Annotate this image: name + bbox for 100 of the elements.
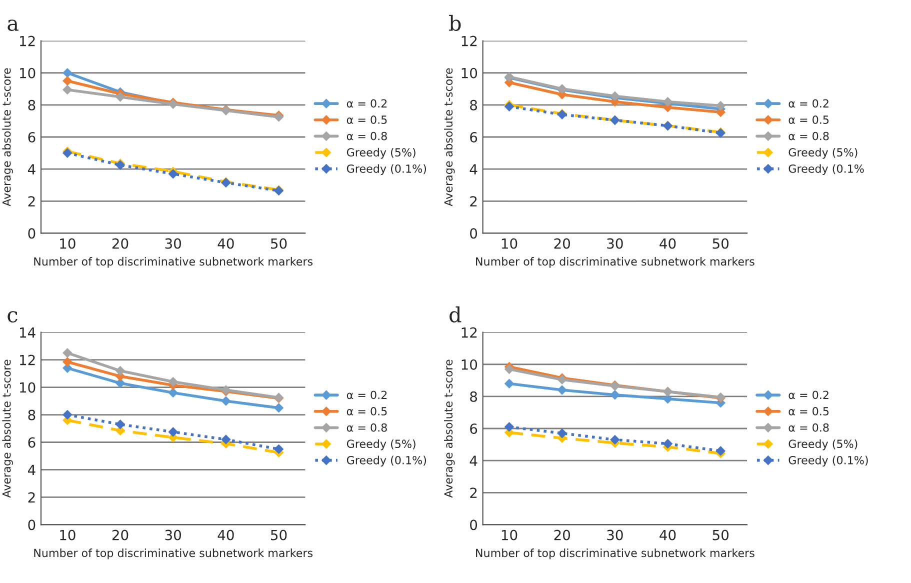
- point: [716, 446, 726, 456]
- x-tick-label: 10: [60, 238, 76, 249]
- x-tick-label: 10: [502, 238, 518, 249]
- y-axis-title: Average absolute t-score: [444, 68, 455, 206]
- y-axis-title: Average absolute t-score: [2, 360, 13, 498]
- x-tick-label: 40: [660, 238, 676, 249]
- x-tick-label: 20: [554, 530, 570, 540]
- y-axis-title: Average absolute t-score: [2, 68, 13, 206]
- y-tick-label: 4: [470, 456, 478, 466]
- legend-label: Greedy (5%): [346, 439, 416, 450]
- y-tick-label: 4: [470, 164, 478, 174]
- point: [62, 410, 72, 420]
- point: [662, 438, 673, 449]
- x-tick-label: 50: [712, 530, 729, 540]
- chart-title: b: [449, 14, 461, 31]
- point: [62, 356, 72, 367]
- x-tick-label: 10: [502, 530, 518, 540]
- point: [716, 100, 726, 111]
- x-tick-label: 40: [660, 530, 676, 540]
- legend-label: α = 0.2: [788, 99, 828, 108]
- legend-label: α = 0.8: [346, 132, 387, 140]
- point: [168, 376, 178, 387]
- legend-label: Greedy (0.1%): [346, 164, 426, 175]
- legend-label: Greedy (5%): [346, 148, 416, 159]
- legend-label: Greedy (5%): [788, 439, 858, 450]
- y-tick-label: 4: [28, 164, 36, 174]
- y-axis-title: Average absolute t-score: [444, 360, 455, 498]
- y-tick-label: 2: [28, 492, 35, 502]
- x-tick-label: 30: [607, 238, 623, 249]
- x-tick-label: 30: [165, 238, 182, 249]
- point: [504, 422, 514, 432]
- chart-title: a: [8, 20, 18, 31]
- legend-label: α = 0.8: [346, 423, 387, 432]
- x-axis-title: Number of top discriminative subnetwork markers: [34, 257, 313, 268]
- y-tick-label: 0: [470, 520, 478, 530]
- y-tick-label: 10: [462, 68, 478, 78]
- point: [115, 92, 126, 102]
- legend-label: Greedy (0.1%: [788, 164, 864, 175]
- x-tick-label: 20: [112, 530, 128, 540]
- x-tick-label: 20: [554, 238, 570, 249]
- y-tick-label: 14: [20, 327, 36, 338]
- x-tick-label: 50: [271, 238, 287, 249]
- y-tick-label: 10: [20, 382, 36, 393]
- y-tick-label: 2: [470, 196, 477, 206]
- legend-label: α = 0.2: [346, 390, 387, 400]
- legend-label: α = 0.5: [346, 407, 387, 416]
- y-tick-label: 6: [28, 132, 36, 142]
- point: [62, 84, 72, 95]
- x-tick-label: 40: [218, 238, 234, 249]
- y-tick-label: 12: [462, 327, 477, 338]
- y-tick-label: 8: [28, 410, 36, 420]
- legend-label: α = 0.5: [346, 116, 387, 124]
- y-tick-label: 2: [470, 488, 477, 498]
- y-tick-label: 10: [462, 359, 478, 370]
- point: [274, 444, 284, 454]
- point: [610, 434, 620, 445]
- y-tick-label: 8: [470, 100, 478, 110]
- y-tick-label: 6: [28, 437, 36, 448]
- point: [610, 390, 620, 400]
- point: [168, 388, 178, 398]
- x-axis-title: Number of top discriminative subnetwork markers: [476, 548, 754, 560]
- point: [62, 348, 72, 358]
- y-tick-label: 2: [28, 196, 35, 206]
- legend-label: Greedy (0.1%): [788, 456, 868, 466]
- chart-title: d: [450, 306, 462, 322]
- y-tick-label: 6: [470, 423, 478, 434]
- x-tick-label: 20: [112, 238, 128, 249]
- y-tick-label: 0: [470, 228, 478, 239]
- x-tick-label: 40: [218, 530, 234, 540]
- y-tick-label: 8: [28, 100, 36, 110]
- y-tick-label: 8: [470, 391, 478, 402]
- x-axis-title: Number of top discriminative subnetwork markers: [34, 548, 313, 560]
- legend-label: Greedy (5%): [788, 148, 858, 159]
- x-tick-label: 50: [712, 238, 729, 249]
- legend-label: Greedy (0.1%): [346, 456, 426, 466]
- point: [504, 364, 514, 374]
- y-tick-label: 0: [28, 520, 36, 530]
- x-tick-label: 30: [165, 530, 182, 540]
- point: [168, 168, 178, 179]
- x-axis-title: Number of top discriminative subnetwork markers: [476, 257, 754, 268]
- y-tick-label: 6: [470, 132, 478, 142]
- point: [62, 76, 72, 86]
- point: [115, 366, 126, 376]
- point: [168, 427, 178, 437]
- x-tick-label: 50: [271, 530, 287, 540]
- point: [221, 434, 231, 444]
- point: [504, 378, 514, 389]
- point: [662, 394, 673, 404]
- legend-label: α = 0.5: [788, 407, 829, 416]
- point: [62, 68, 72, 78]
- y-tick-label: 12: [20, 354, 35, 366]
- legend-label: α = 0.2: [346, 99, 387, 108]
- x-tick-label: 10: [60, 530, 76, 540]
- point: [274, 402, 284, 413]
- legend-label: α = 0.8: [788, 132, 829, 140]
- legend-label: α = 0.5: [788, 116, 829, 124]
- y-tick-label: 4: [28, 464, 36, 476]
- y-tick-label: 12: [20, 36, 35, 46]
- chart-title: c: [8, 311, 18, 322]
- x-tick-label: 30: [607, 530, 623, 540]
